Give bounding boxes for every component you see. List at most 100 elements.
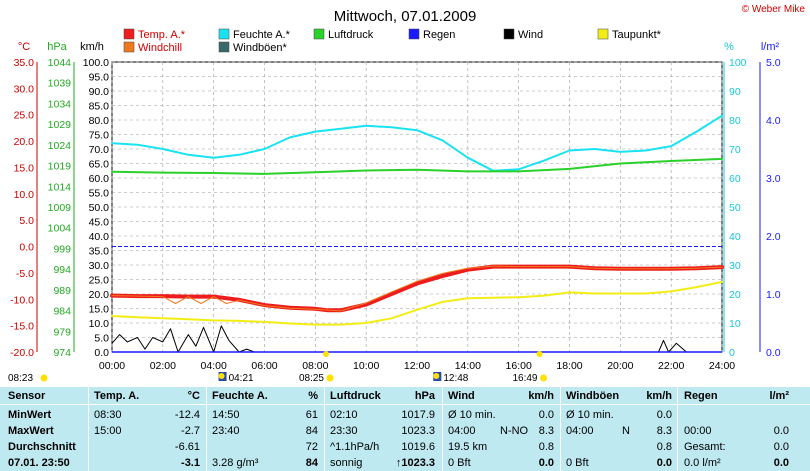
pressure-time: ^1.1hPa/h (330, 441, 380, 453)
row-label: MinWert (8, 409, 52, 421)
header-rain-unit: l/m² (769, 390, 789, 402)
tick-label-rain: 1.0 (766, 289, 781, 301)
tick-label-rain: 2.0 (766, 231, 781, 243)
moon-icon (218, 373, 225, 379)
wind-info: 04:00 (448, 425, 476, 437)
gust-info: Ø 10 min. (566, 409, 614, 421)
wind-value: 8.3 (538, 425, 554, 437)
summary-table: Sensor Temp. A. °C Feuchte A.% Luftdruck hPa W… (0, 387, 810, 471)
tick-label-pressure: 1034 (48, 98, 72, 110)
legend-label: Taupunkt* (612, 29, 662, 41)
tick-label-temp: 10.0 (14, 189, 35, 201)
tick-label-humidity: 100 (729, 57, 747, 69)
x-tick-label: 10:00 (353, 360, 379, 372)
header-wind: Wind (448, 390, 475, 402)
x-tick-label: 24:00 (709, 360, 735, 372)
tick-label-wind: 10.0 (89, 318, 110, 330)
pressure-time: 02:10 (330, 409, 358, 421)
axis-unit-temp: °C (18, 41, 30, 53)
tick-label-wind: 65.0 (89, 159, 110, 171)
legend-label: Temp. A.* (138, 29, 186, 41)
sun-icon (540, 374, 548, 382)
tick-label-wind: 35.0 (89, 246, 110, 258)
gust-value: 0.8 (656, 441, 672, 453)
column-separator (206, 387, 207, 471)
tick-label-rain: 5.0 (766, 57, 781, 69)
header-gust: Windböen (566, 390, 620, 402)
x-tick-label: 16:00 (506, 360, 532, 372)
tick-label-humidity: 0 (729, 347, 735, 359)
humidity-time: 14:50 (212, 409, 240, 421)
row-separator (0, 404, 810, 405)
header-temp: Temp. A. (94, 390, 140, 402)
tick-label-temp: -15.0 (10, 321, 34, 333)
axis-unit-rain: l/m² (761, 41, 780, 53)
tick-label-temp: 5.0 (19, 215, 34, 227)
tick-label-rain: 0.0 (766, 347, 781, 359)
pressure-value: ↑1023.3 (395, 457, 435, 469)
column-separator (88, 387, 89, 471)
tick-label-pressure: 979 (53, 326, 71, 338)
tick-label-temp: -20.0 (10, 347, 34, 359)
humidity-value: 84 (305, 425, 318, 437)
tick-label-wind: 95.0 (89, 72, 110, 84)
humidity-value: 72 (305, 441, 318, 453)
tick-label-wind: 75.0 (89, 130, 110, 142)
tick-label-wind: 55.0 (89, 188, 110, 200)
series-line (111, 114, 723, 172)
gust-info: 0 Bft (566, 457, 589, 469)
tick-label-humidity: 20 (729, 289, 741, 301)
header-humidity-unit: % (308, 390, 318, 402)
pressure-value: 1017.9 (401, 409, 435, 421)
pressure-value: 1019.6 (401, 441, 435, 453)
gust-value: 8.3 (656, 425, 672, 437)
x-tick-label: 00:00 (99, 360, 125, 372)
x-tick-label: 04:00 (201, 360, 227, 372)
pressure-time: 23:30 (330, 425, 358, 437)
row-label: MaxWert (8, 425, 54, 437)
pressure-time: sonnig (330, 457, 363, 469)
x-tick-label: 12:00 (404, 360, 430, 372)
event-time: 12:48 (443, 373, 468, 384)
humidity-value: 61 (305, 409, 318, 421)
tick-label-humidity: 30 (729, 260, 741, 272)
tick-label-temp: 15.0 (14, 162, 35, 174)
x-tick-label: 02:00 (150, 360, 176, 372)
gust-info: 04:00 (566, 425, 594, 437)
tick-label-pressure: 1004 (48, 223, 72, 235)
tick-label-wind: 100.0 (83, 57, 109, 69)
tick-label-temp: 20.0 (14, 136, 35, 148)
temp-value: -12.4 (174, 409, 200, 421)
header-pressure: Luftdruck (330, 390, 381, 402)
rain-value: 0.0 (773, 457, 789, 469)
gust-value: 0.0 (656, 409, 672, 421)
wind-info: 19.5 km (448, 441, 488, 453)
temp-value: -2.7 (181, 425, 200, 437)
tick-label-humidity: 10 (729, 318, 741, 330)
header-humidity: Feuchte A. (212, 390, 268, 402)
tick-label-wind: 25.0 (89, 275, 110, 287)
gust-direction: N (622, 425, 630, 437)
tick-label-humidity: 80 (729, 115, 741, 127)
humidity-time: 23:40 (212, 425, 240, 437)
header-wind-unit: km/h (528, 390, 554, 402)
header-temp-unit: °C (187, 390, 200, 402)
humidity-time: 3.28 g/m³ (212, 457, 259, 469)
rain-info: 00:00 (684, 425, 712, 437)
tick-label-wind: 70.0 (89, 144, 110, 156)
tick-label-pressure: 989 (53, 285, 71, 297)
tick-label-pressure: 1039 (48, 78, 72, 90)
tick-label-wind: 85.0 (89, 101, 110, 113)
series-line (111, 280, 723, 326)
x-tick-label: 20:00 (607, 360, 633, 372)
legend-label: Feuchte A.* (233, 29, 291, 41)
x-tick-label: 08:00 (302, 360, 328, 372)
legend-label: Windchill (138, 42, 182, 54)
tick-label-wind: 15.0 (89, 304, 110, 316)
temp-time: 08:30 (94, 409, 122, 421)
rain-value: 0.0 (773, 425, 789, 437)
x-tick-label: 22:00 (658, 360, 684, 372)
legend-swatch (123, 41, 135, 53)
wind-value: 0.8 (538, 441, 554, 453)
legend-swatch (408, 28, 420, 40)
